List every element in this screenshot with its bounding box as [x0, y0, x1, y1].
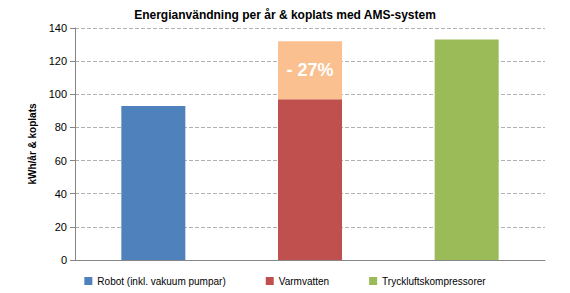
svg-text:140: 140	[49, 22, 67, 34]
svg-text:Energianvändning per år & kopl: Energianvändning per år & koplats med AM…	[134, 8, 436, 22]
svg-text:Tryckluftskompressorer: Tryckluftskompressorer	[382, 276, 486, 287]
svg-text:20: 20	[55, 221, 67, 233]
svg-text:40: 40	[55, 188, 67, 200]
svg-text:0: 0	[61, 254, 67, 266]
svg-text:60: 60	[55, 155, 67, 167]
svg-text:100: 100	[49, 88, 67, 100]
svg-text:kWh/år & koplats: kWh/år & koplats	[27, 103, 38, 185]
svg-text:80: 80	[55, 121, 67, 133]
svg-text:- 27%: - 27%	[286, 60, 333, 80]
svg-text:120: 120	[49, 55, 67, 67]
svg-text:Robot (inkl. vakuum pumpar): Robot (inkl. vakuum pumpar)	[97, 276, 225, 287]
svg-text:Varmvatten: Varmvatten	[279, 276, 329, 287]
